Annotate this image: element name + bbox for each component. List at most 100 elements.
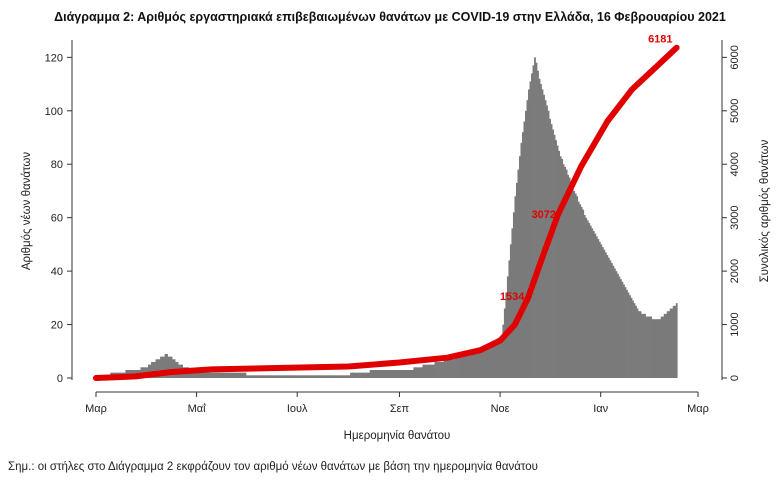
bar xyxy=(194,369,197,378)
y-tick-label: 120 xyxy=(45,52,63,64)
bar xyxy=(511,228,514,378)
bar xyxy=(473,351,476,378)
bar xyxy=(365,372,367,378)
bar xyxy=(333,375,336,378)
bar xyxy=(478,348,481,378)
bar xyxy=(497,337,500,378)
bar xyxy=(331,375,334,378)
bar xyxy=(463,353,465,378)
bar xyxy=(410,369,413,378)
bar xyxy=(167,356,170,378)
bar xyxy=(588,223,591,378)
bar xyxy=(523,121,526,378)
y2-tick-label: 0 xyxy=(729,375,741,381)
bar xyxy=(395,369,398,378)
bar xyxy=(582,209,585,378)
bar xyxy=(604,252,607,378)
bar xyxy=(264,375,266,378)
bar xyxy=(446,359,449,378)
bar xyxy=(455,356,458,378)
bar xyxy=(639,311,642,378)
bar xyxy=(464,353,467,378)
bar xyxy=(561,158,564,378)
bar xyxy=(543,94,545,378)
bar xyxy=(256,375,259,378)
bar xyxy=(549,118,551,378)
bar xyxy=(202,372,205,378)
bar xyxy=(454,356,456,378)
bar xyxy=(532,65,535,378)
bar xyxy=(188,369,191,378)
bar xyxy=(586,220,589,378)
bar xyxy=(258,375,260,378)
bar xyxy=(360,372,363,378)
bar xyxy=(621,281,624,378)
bar xyxy=(626,289,628,378)
bar xyxy=(479,348,482,378)
bar xyxy=(503,308,506,378)
y-axis-label: Αριθμός νέων θανάτων xyxy=(21,152,33,271)
bar xyxy=(579,204,582,378)
bar xyxy=(591,228,594,378)
bar xyxy=(583,215,586,378)
bar xyxy=(416,367,419,378)
y2-axis-label: Συνολικός αριθμός θανάτων xyxy=(759,139,771,282)
bar xyxy=(535,62,538,378)
bar xyxy=(633,303,636,378)
bar xyxy=(635,305,637,378)
bar xyxy=(288,375,291,378)
bar xyxy=(356,372,358,378)
bar xyxy=(371,369,374,378)
bar xyxy=(301,375,304,378)
bar xyxy=(457,356,459,378)
bar xyxy=(629,295,631,378)
bar xyxy=(452,359,455,378)
bar xyxy=(297,375,300,378)
bar xyxy=(252,375,254,378)
bar xyxy=(383,369,386,378)
bar xyxy=(672,305,675,378)
bar xyxy=(265,375,268,378)
bar xyxy=(387,369,390,378)
bar xyxy=(485,345,488,378)
y-tick-label: 0 xyxy=(57,373,63,385)
bar xyxy=(279,375,282,378)
bar xyxy=(169,356,171,378)
chart-title: Διάγραμμα 2: Αριθμός εργαστηριακά επιβεβ… xyxy=(54,10,726,24)
bar xyxy=(407,369,410,378)
bar xyxy=(580,206,583,378)
x-tick-label: Ιαν xyxy=(593,403,608,415)
cumulative-series xyxy=(93,44,680,381)
bar xyxy=(650,316,652,378)
bar xyxy=(669,308,672,378)
bar xyxy=(433,364,435,378)
bar xyxy=(285,375,288,378)
bar xyxy=(291,375,294,378)
bar xyxy=(671,308,674,378)
bar xyxy=(238,372,241,378)
bar xyxy=(259,375,262,378)
bar xyxy=(514,196,517,378)
bar xyxy=(567,174,570,378)
bar xyxy=(368,372,370,378)
bar xyxy=(286,375,289,378)
bar xyxy=(512,212,515,378)
bar xyxy=(574,193,577,378)
bar xyxy=(319,375,322,378)
bar xyxy=(612,265,615,378)
bar xyxy=(576,196,579,378)
bar xyxy=(521,132,524,378)
bar xyxy=(666,311,669,378)
bar xyxy=(276,375,279,378)
bar xyxy=(398,369,401,378)
bar xyxy=(414,367,417,378)
bar xyxy=(300,375,303,378)
bar xyxy=(351,372,354,378)
bar xyxy=(550,124,553,378)
bar xyxy=(196,369,199,378)
bar xyxy=(555,140,557,378)
bar xyxy=(419,367,422,378)
bar xyxy=(236,372,239,378)
bar xyxy=(437,361,440,378)
